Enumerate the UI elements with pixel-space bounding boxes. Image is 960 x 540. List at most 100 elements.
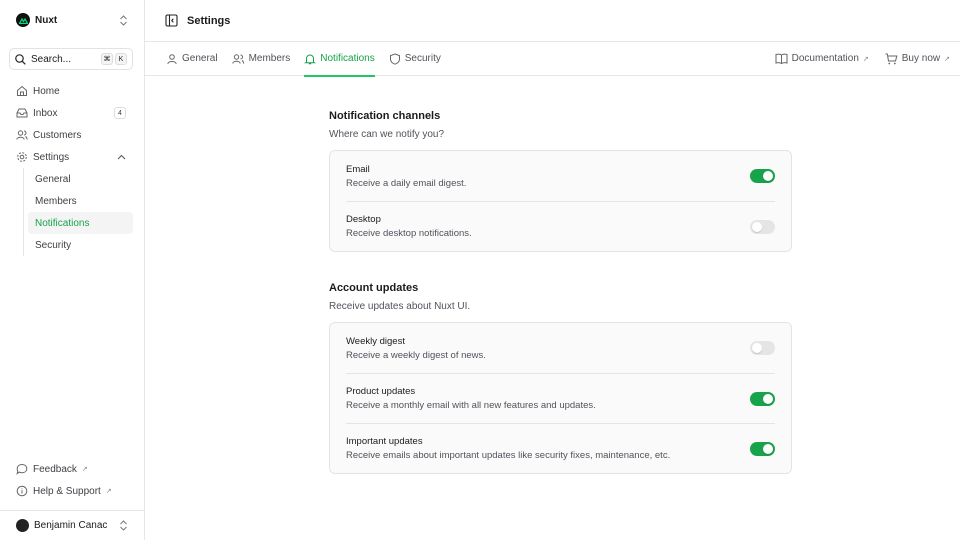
desktop-toggle[interactable] [750,219,775,234]
email-toggle[interactable] [750,169,775,183]
external-link-icon: ↗ [862,55,869,63]
section-account-updates: Account updates Receive updates about Nu… [329,282,792,474]
sidebar-item-label: Security [35,239,72,251]
page-header: Settings [145,0,960,42]
sidebar-item-home[interactable]: Home [9,80,133,102]
sidebar-item-feedback[interactable]: Feedback ↗ [9,458,133,480]
setting-row-weekly-digest: Weekly digest Receive a weekly digest of … [346,323,775,373]
product-updates-toggle[interactable] [750,391,775,406]
tab-label: Security [404,53,441,64]
sidebar-item-label: General [35,173,71,185]
sidebar-item-settings[interactable]: Settings [9,146,133,168]
setting-description: Receive emails about important updates l… [346,450,671,461]
setting-row-email: Email Receive a daily email digest. [346,151,775,201]
setting-description: Receive a monthly email with all new fea… [346,400,596,411]
settings-submenu: General Members Notifications Security [23,168,133,256]
search-button[interactable]: Search... ⌘ K [9,48,133,70]
sidebar-item-customers[interactable]: Customers [9,124,133,146]
sidebar-item-label: Inbox [33,107,58,119]
sidebar-item-members[interactable]: Members [28,190,133,212]
buy-now-link[interactable]: Buy now ↗ [885,42,950,76]
setting-label: Important updates [346,436,423,447]
sidebar-item-label: Members [35,195,77,207]
setting-row-desktop: Desktop Receive desktop notifications. [346,201,775,251]
chevron-up-down-icon [119,520,128,531]
setting-row-important-updates: Important updates Receive emails about im… [346,423,775,473]
external-link-icon: ↗ [105,488,112,495]
section-subtitle: Receive updates about Nuxt UI. [329,301,471,312]
tab-label: General [182,53,218,64]
section-title: Account updates [329,282,419,294]
team-name: Nuxt [35,14,58,26]
sidebar: Nuxt Search... ⌘ K Home Inbox 4 Customers… [0,0,145,540]
chat-bubble-icon [16,463,28,475]
sidebar-nav: Home Inbox 4 Customers Settings General … [9,80,133,256]
tab-members[interactable]: Members [231,42,291,76]
user-icon [166,53,178,65]
sidebar-item-security[interactable]: Security [28,234,133,256]
user-menu[interactable]: Benjamin Canac [0,510,144,540]
sidebar-collapse-icon[interactable] [165,14,178,27]
sidebar-item-label: Customers [33,129,82,141]
search-label: Search... [31,53,72,65]
page-title: Settings [187,14,231,27]
setting-description: Receive a daily email digest. [346,177,467,189]
kbd-meta: ⌘ [101,53,113,65]
section-title: Notification channels [329,110,441,122]
sidebar-footer-links: Feedback ↗ Help & Support ↗ [9,458,133,502]
users-icon [16,129,28,141]
setting-label: Product updates [346,386,416,397]
setting-description: Receive desktop notifications. [346,228,472,239]
shopping-cart-icon [885,53,898,65]
tab-label: Buy now [901,53,941,64]
setting-label: Desktop [346,214,381,225]
chevron-up-icon [117,154,126,160]
team-switcher[interactable]: Nuxt [16,12,128,28]
users-icon [231,53,245,65]
weekly-digest-toggle[interactable] [750,341,775,355]
inbox-count-badge: 4 [114,107,126,119]
inbox-icon [16,107,28,119]
sidebar-item-label: Home [33,85,60,97]
settings-card: Email Receive a daily email digest. Deskt… [329,150,792,252]
external-link-icon: ↗ [944,55,950,63]
sidebar-item-label: Notifications [35,217,90,229]
bell-icon [304,53,317,65]
avatar [16,519,29,532]
notifications-settings: Notification channels Where can we notif… [329,110,792,474]
sidebar-item-label: Help & Support [33,485,101,497]
section-notification-channels: Notification channels Where can we notif… [329,110,792,252]
setting-row-product-updates: Product updates Receive a monthly email w… [346,373,775,423]
settings-tabs: General Members Notifications Security D… [145,42,960,77]
documentation-link[interactable]: Documentation ↗ [775,42,869,76]
setting-description: Receive a weekly digest of news. [346,349,486,361]
tab-label: Members [248,53,291,64]
home-icon [16,85,28,97]
kbd-k: K [115,53,127,65]
sidebar-item-label: Feedback [33,463,77,475]
tab-security[interactable]: Security [389,42,441,76]
nuxt-logo-icon [16,13,30,27]
tab-general[interactable]: General [166,42,218,76]
gear-icon [16,151,28,163]
sidebar-item-general[interactable]: General [28,168,133,190]
book-icon [775,53,788,64]
important-updates-toggle[interactable] [750,441,775,456]
tab-label: Documentation [791,53,859,64]
setting-label: Weekly digest [346,335,405,347]
info-icon [16,485,28,497]
sidebar-item-notifications[interactable]: Notifications [28,212,133,234]
user-name: Benjamin Canac [34,520,108,531]
section-subtitle: Where can we notify you? [329,129,445,140]
shield-icon [389,52,401,65]
chevron-up-down-icon [119,14,128,26]
sidebar-item-help[interactable]: Help & Support ↗ [9,480,133,502]
tab-notifications[interactable]: Notifications [304,42,376,77]
setting-label: Email [346,163,370,175]
search-icon [15,53,26,65]
sidebar-item-label: Settings [33,151,70,163]
external-link-icon: ↗ [81,466,88,473]
settings-card: Weekly digest Receive a weekly digest of … [329,322,792,474]
sidebar-item-inbox[interactable]: Inbox 4 [9,102,133,124]
tab-label: Notifications [320,53,375,64]
